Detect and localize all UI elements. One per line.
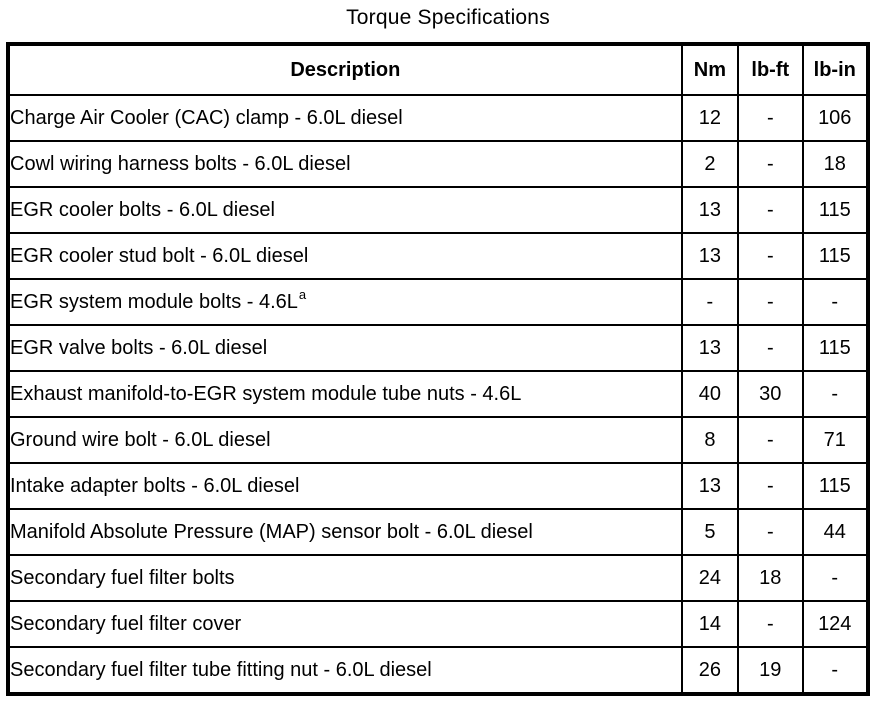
cell-lb-in: 115 bbox=[801, 232, 870, 280]
cell-description: Ground wire bolt - 6.0L diesel bbox=[7, 416, 683, 464]
cell-description: EGR system module bolts - 4.6La bbox=[7, 278, 683, 326]
column-header-description: Description bbox=[7, 43, 683, 96]
table-header-row: Description Nm lb-ft lb-in bbox=[7, 43, 870, 96]
torque-specifications-table: Description Nm lb-ft lb-in Charge Air Co… bbox=[6, 42, 870, 696]
table-row: Manifold Absolute Pressure (MAP) sensor … bbox=[7, 508, 870, 556]
table-row: EGR system module bolts - 4.6La - - - bbox=[7, 278, 870, 326]
page-title: Torque Specifications bbox=[346, 6, 550, 29]
cell-description: EGR cooler stud bolt - 6.0L diesel bbox=[7, 232, 683, 280]
table-row: Charge Air Cooler (CAC) clamp - 6.0L die… bbox=[7, 94, 870, 142]
cell-description: Secondary fuel filter tube fitting nut -… bbox=[7, 646, 683, 695]
table-body: Charge Air Cooler (CAC) clamp - 6.0L die… bbox=[7, 94, 870, 695]
cell-nm: 12 bbox=[680, 94, 740, 142]
cell-description: Exhaust manifold-to-EGR system module tu… bbox=[7, 370, 683, 418]
cell-lb-ft: - bbox=[737, 94, 804, 142]
cell-lb-ft: 18 bbox=[737, 554, 804, 602]
cell-description-text: Intake adapter bolts - 6.0L diesel bbox=[10, 475, 300, 497]
cell-description-text: Secondary fuel filter bolts bbox=[10, 567, 235, 589]
cell-lb-ft: - bbox=[737, 324, 804, 372]
cell-lb-ft: 19 bbox=[737, 646, 804, 695]
cell-description: EGR cooler bolts - 6.0L diesel bbox=[7, 186, 683, 234]
cell-lb-in: 115 bbox=[801, 324, 870, 372]
cell-description-text: Cowl wiring harness bolts - 6.0L diesel bbox=[10, 153, 351, 175]
column-header-nm: Nm bbox=[680, 43, 740, 96]
cell-lb-in: - bbox=[801, 646, 870, 695]
table-row: Secondary fuel filter cover 14 - 124 bbox=[7, 600, 870, 648]
cell-lb-in: 106 bbox=[801, 94, 870, 142]
cell-lb-in: 115 bbox=[801, 462, 870, 510]
table-row: Ground wire bolt - 6.0L diesel 8 - 71 bbox=[7, 416, 870, 464]
cell-nm: 2 bbox=[680, 140, 740, 188]
cell-lb-in: 71 bbox=[801, 416, 870, 464]
cell-lb-in: - bbox=[801, 370, 870, 418]
table-row: EGR cooler bolts - 6.0L diesel 13 - 115 bbox=[7, 186, 870, 234]
cell-description-text: EGR valve bolts - 6.0L diesel bbox=[10, 337, 268, 359]
column-header-lb-in: lb-in bbox=[801, 43, 870, 96]
cell-nm: 26 bbox=[680, 646, 740, 695]
cell-description: Manifold Absolute Pressure (MAP) sensor … bbox=[7, 508, 683, 556]
cell-nm: 5 bbox=[680, 508, 740, 556]
cell-nm: 40 bbox=[680, 370, 740, 418]
cell-nm: - bbox=[680, 278, 740, 326]
cell-lb-ft: 30 bbox=[737, 370, 804, 418]
cell-description-text: EGR cooler stud bolt - 6.0L diesel bbox=[10, 245, 309, 267]
cell-nm: 24 bbox=[680, 554, 740, 602]
cell-description: Secondary fuel filter cover bbox=[7, 600, 683, 648]
cell-lb-in: 115 bbox=[801, 186, 870, 234]
cell-description-text: Exhaust manifold-to-EGR system module tu… bbox=[10, 383, 522, 405]
cell-description-text: Ground wire bolt - 6.0L diesel bbox=[10, 429, 271, 451]
cell-description: EGR valve bolts - 6.0L diesel bbox=[7, 324, 683, 372]
table-row: Intake adapter bolts - 6.0L diesel 13 - … bbox=[7, 462, 870, 510]
cell-description: Intake adapter bolts - 6.0L diesel bbox=[7, 462, 683, 510]
cell-lb-ft: - bbox=[737, 232, 804, 280]
cell-description-text: Secondary fuel filter tube fitting nut -… bbox=[10, 659, 432, 681]
cell-lb-in: 44 bbox=[801, 508, 870, 556]
cell-lb-in: 124 bbox=[801, 600, 870, 648]
column-header-lb-ft: lb-ft bbox=[737, 43, 804, 96]
table-row: Secondary fuel filter tube fitting nut -… bbox=[7, 646, 870, 695]
cell-nm: 13 bbox=[680, 462, 740, 510]
cell-description: Cowl wiring harness bolts - 6.0L diesel bbox=[7, 140, 683, 188]
table-header: Description Nm lb-ft lb-in bbox=[7, 43, 870, 96]
cell-nm: 13 bbox=[680, 232, 740, 280]
cell-description-text: EGR cooler bolts - 6.0L diesel bbox=[10, 199, 275, 221]
cell-nm: 13 bbox=[680, 186, 740, 234]
cell-description-sup: a bbox=[298, 287, 307, 303]
cell-lb-ft: - bbox=[737, 508, 804, 556]
cell-lb-ft: - bbox=[737, 600, 804, 648]
table-row: Cowl wiring harness bolts - 6.0L diesel … bbox=[7, 140, 870, 188]
cell-description-text: EGR system module bolts - 4.6L bbox=[10, 291, 298, 313]
cell-lb-in: - bbox=[801, 278, 870, 326]
cell-description: Secondary fuel filter bolts bbox=[7, 554, 683, 602]
cell-lb-in: - bbox=[801, 554, 870, 602]
cell-nm: 8 bbox=[680, 416, 740, 464]
cell-lb-ft: - bbox=[737, 140, 804, 188]
cell-lb-ft: - bbox=[737, 278, 804, 326]
cell-lb-ft: - bbox=[737, 186, 804, 234]
table-row: Exhaust manifold-to-EGR system module tu… bbox=[7, 370, 870, 418]
cell-description-text: Charge Air Cooler (CAC) clamp - 6.0L die… bbox=[10, 107, 403, 129]
table-row: EGR valve bolts - 6.0L diesel 13 - 115 bbox=[7, 324, 870, 372]
cell-nm: 14 bbox=[680, 600, 740, 648]
cell-lb-ft: - bbox=[737, 462, 804, 510]
cell-lb-ft: - bbox=[737, 416, 804, 464]
table-row: Secondary fuel filter bolts 24 18 - bbox=[7, 554, 870, 602]
cell-lb-in: 18 bbox=[801, 140, 870, 188]
table-row: EGR cooler stud bolt - 6.0L diesel 13 - … bbox=[7, 232, 870, 280]
cell-nm: 13 bbox=[680, 324, 740, 372]
cell-description: Charge Air Cooler (CAC) clamp - 6.0L die… bbox=[7, 94, 683, 142]
cell-description-text: Secondary fuel filter cover bbox=[10, 613, 242, 635]
cell-description-text: Manifold Absolute Pressure (MAP) sensor … bbox=[10, 521, 533, 543]
